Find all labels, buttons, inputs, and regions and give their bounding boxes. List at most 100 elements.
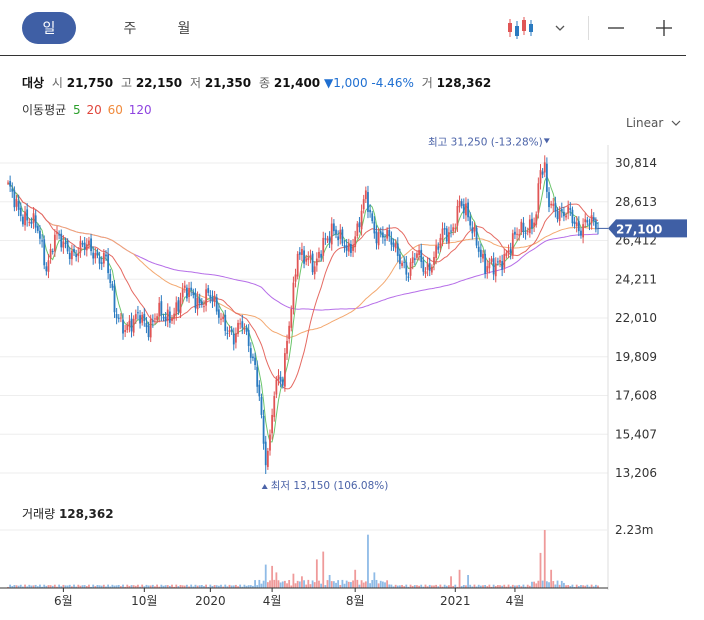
- candle-body: [337, 236, 340, 241]
- candle-body: [119, 317, 122, 319]
- candle-body: [533, 222, 536, 227]
- candle-body: [68, 252, 71, 259]
- chart-type-button[interactable]: [500, 12, 540, 44]
- stock-name: 대상: [22, 76, 45, 90]
- zoom-out-button[interactable]: [602, 12, 630, 44]
- volume-bar: [277, 580, 280, 588]
- candle-body: [350, 243, 352, 253]
- candle-body: [424, 271, 427, 274]
- volume-bar: [524, 586, 527, 588]
- volume-bar: [471, 586, 474, 588]
- candle-body: [183, 285, 186, 288]
- volume-bar: [390, 584, 393, 588]
- volume-bar: [220, 584, 222, 588]
- candle-body: [30, 221, 33, 224]
- tab-weekly[interactable]: 주: [123, 21, 137, 37]
- candle-body: [73, 249, 75, 253]
- candle-body: [281, 379, 284, 386]
- candle-body: [28, 222, 31, 224]
- volume-bar: [554, 584, 557, 588]
- candle-body: [290, 309, 293, 328]
- volume-bar: [352, 580, 354, 588]
- volume-bar: [509, 586, 512, 588]
- candle-body: [209, 294, 212, 299]
- candle-body: [49, 249, 52, 259]
- volume-bar: [458, 569, 461, 588]
- volume-bar: [215, 585, 218, 588]
- candle-body: [516, 233, 518, 235]
- candle-body: [505, 252, 508, 256]
- candle-body: [149, 319, 152, 338]
- volume-bar: [115, 585, 118, 588]
- candle-body: [352, 245, 354, 251]
- candle-body: [399, 254, 401, 264]
- volume-bar: [88, 584, 90, 588]
- volume-bar: [486, 586, 489, 588]
- volume-bar: [58, 584, 61, 588]
- candle-body: [439, 237, 442, 248]
- y-tick-label: 24,211: [615, 272, 657, 286]
- candle-body: [450, 230, 452, 232]
- candle-body: [445, 228, 448, 242]
- volume-bar: [196, 585, 199, 588]
- volume-bar: [70, 586, 73, 588]
- volume-bar: [315, 559, 318, 588]
- volume-bar: [34, 584, 37, 588]
- volume-bar: [582, 585, 584, 588]
- low-label: 저: [189, 76, 201, 90]
- candle-body: [318, 251, 320, 258]
- volume-bar: [143, 586, 146, 588]
- candle-body: [384, 239, 386, 241]
- candle-body: [224, 314, 227, 331]
- volume-bar: [45, 585, 48, 588]
- volume-bar: [137, 584, 139, 588]
- zoom-in-button[interactable]: [650, 12, 678, 44]
- volume-label: 거: [421, 76, 433, 90]
- candle-body: [24, 211, 26, 226]
- candle-body: [100, 262, 103, 264]
- volume-bar: [49, 585, 52, 588]
- candle-body: [271, 414, 274, 434]
- volume-bar: [343, 583, 346, 588]
- candle-body: [413, 258, 416, 260]
- volume-bar: [160, 584, 163, 588]
- candle-body: [330, 223, 333, 245]
- volume-bar: [379, 580, 382, 588]
- candle-body: [217, 309, 220, 318]
- candle-body: [154, 318, 156, 320]
- volume-bar: [543, 530, 546, 588]
- candle-body: [130, 318, 133, 332]
- x-tick-label: 2021: [440, 594, 471, 608]
- min-annotation: 최저 13,150 (106.08%): [271, 480, 389, 492]
- volume-bar: [488, 584, 491, 588]
- scale-mode-dropdown[interactable]: Linear: [626, 116, 681, 130]
- volume-bar: [7, 586, 9, 588]
- volume-bar: [526, 584, 529, 588]
- candle-body: [328, 236, 331, 243]
- candle-body: [228, 330, 231, 333]
- candle-body: [160, 301, 163, 316]
- ma-60: 60: [107, 103, 123, 117]
- candle-body: [588, 223, 591, 226]
- candle-body: [537, 183, 540, 213]
- ma-120: 120: [128, 103, 152, 117]
- candle-body: [550, 203, 553, 206]
- candle-body: [507, 250, 510, 253]
- x-tick-label: 4월: [506, 594, 525, 608]
- tab-monthly[interactable]: 월: [177, 21, 191, 37]
- volume-bar: [441, 586, 444, 588]
- volume-bar: [484, 584, 487, 588]
- candle-body: [243, 327, 246, 330]
- y-tick-label: 28,613: [615, 195, 657, 209]
- tab-daily[interactable]: 일: [22, 12, 76, 44]
- candle-body: [141, 314, 144, 323]
- candle-body: [584, 219, 587, 223]
- volume-bar: [597, 585, 599, 588]
- candle-body: [360, 210, 363, 230]
- volume-bar: [533, 581, 536, 588]
- candle-body: [252, 356, 254, 359]
- chart-type-dropdown[interactable]: [548, 12, 572, 44]
- candle-body: [258, 384, 261, 397]
- candle-body: [437, 246, 440, 250]
